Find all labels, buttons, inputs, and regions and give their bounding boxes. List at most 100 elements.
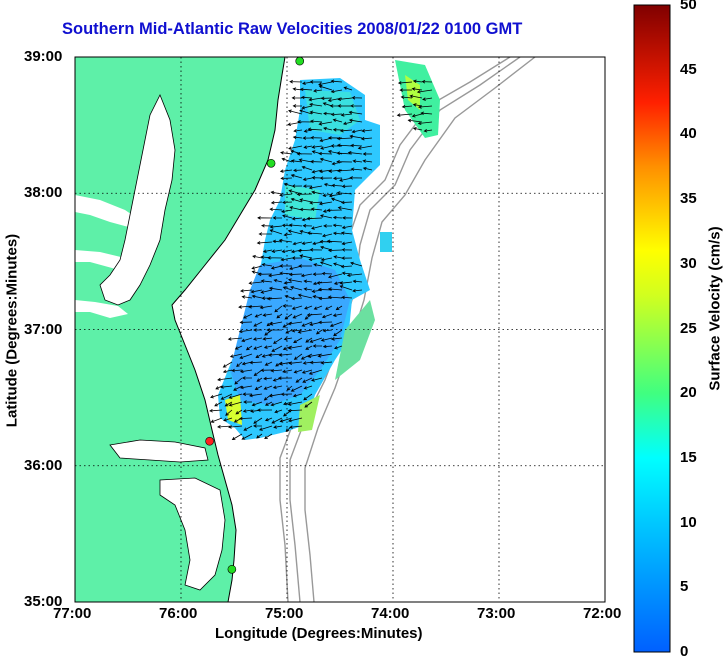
velocity-arrow [401, 104, 413, 109]
velocity-arrow [288, 361, 303, 365]
velocity-arrow [251, 294, 263, 299]
velocity-arrow [283, 182, 293, 187]
velocity-arrow [280, 392, 293, 397]
velocity-arrow [333, 255, 343, 259]
y-tick-label: 37:00 [24, 320, 63, 338]
velocity-arrow [253, 328, 263, 332]
velocity-arrow [306, 231, 323, 235]
velocity-arrow [288, 223, 303, 227]
velocity-arrow [276, 313, 283, 319]
velocity-arrow [239, 320, 253, 325]
velocity-arrow [264, 329, 273, 336]
velocity-arrow [333, 329, 343, 337]
x-tick-label: 74:00 [371, 605, 410, 622]
velocity-arrow [302, 361, 313, 365]
velocity-arrow [273, 425, 283, 429]
velocity-arrow [269, 207, 283, 212]
velocity-arrow [301, 321, 313, 327]
velocity-arrow [339, 128, 353, 133]
velocity-arrow [287, 321, 303, 326]
velocity-arrow [253, 321, 263, 327]
velocity-arrow [214, 401, 223, 407]
velocity-arrow [264, 361, 273, 366]
velocity-arrow [337, 104, 353, 108]
velocity-arrow [263, 376, 273, 381]
velocity-arrow [296, 192, 313, 197]
velocity-arrow [258, 232, 273, 236]
velocity-arrow [291, 305, 303, 310]
velocity-arrow [268, 353, 283, 357]
velocity-arrow [349, 176, 363, 180]
velocity-arrow [310, 135, 323, 140]
x-tick-label: 77:00 [53, 605, 92, 622]
velocity-arrow [267, 256, 283, 260]
velocity-arrow [289, 425, 303, 429]
velocity-arrow [242, 392, 253, 396]
velocity-arrow [253, 369, 263, 377]
velocity-arrow [291, 216, 303, 221]
velocity-arrow [250, 289, 263, 294]
station-marker [266, 158, 276, 168]
velocity-arrow [257, 408, 273, 412]
velocity-arrow [282, 369, 293, 374]
velocity-arrow [222, 361, 233, 368]
velocity-arrow [291, 296, 303, 301]
velocity-arrow [303, 145, 313, 149]
velocity-arrow [324, 305, 333, 310]
velocity-arrow [235, 409, 243, 415]
velocity-arrow [288, 189, 303, 195]
x-tick-label: 76:00 [159, 605, 198, 622]
velocity-arrow [303, 393, 313, 401]
velocity-arrow [249, 360, 263, 365]
velocity-arrow [303, 287, 313, 291]
velocity-arrow [210, 393, 223, 399]
velocity-arrow [339, 281, 353, 285]
velocity-arrow [239, 385, 253, 390]
velocity-arrow [348, 110, 363, 115]
velocity-arrow [332, 223, 343, 228]
velocity-arrow [350, 261, 363, 267]
velocity-arrow [288, 417, 303, 423]
velocity-arrow [319, 214, 333, 219]
potomac-river [75, 195, 140, 228]
velocity-arrow [264, 417, 273, 422]
velocity-arrow [279, 417, 293, 423]
velocity-arrow [257, 216, 273, 220]
velocity-arrow [320, 257, 333, 262]
velocity-arrow [311, 169, 323, 174]
velocity-arrow [299, 254, 313, 259]
velocity-arrow [260, 289, 273, 294]
velocity-arrow [239, 353, 253, 359]
velocity-arrow [308, 257, 323, 262]
velocity-arrow [306, 216, 323, 221]
velocity-arrow [290, 174, 303, 179]
velocity-arrow [350, 143, 363, 148]
colorbar-tick-label: 40 [680, 125, 697, 143]
velocity-arrow [352, 279, 363, 284]
velocity-arrow [287, 408, 303, 413]
velocity-arrow [330, 112, 343, 117]
velocity-arrow [305, 337, 313, 343]
velocity-arrow [301, 165, 313, 171]
velocity-arrow [282, 200, 293, 205]
velocity-arrow [217, 377, 233, 382]
velocity-arrow [307, 353, 323, 358]
velocity-arrow [321, 313, 333, 319]
velocity-arrow [341, 225, 353, 230]
velocity-arrow [261, 296, 273, 300]
velocity-arrow [397, 81, 413, 85]
velocity-arrow [313, 263, 323, 267]
velocity-arrow [339, 177, 353, 182]
velocity-arrow [299, 87, 313, 92]
velocity-arrow [248, 393, 263, 398]
velocity-arrow [292, 135, 303, 140]
velocity-arrow [330, 89, 343, 94]
velocity-arrow [320, 361, 333, 365]
colorbar-tick-label: 30 [680, 254, 697, 272]
velocity-arrow [299, 207, 313, 212]
velocity-arrow [223, 417, 233, 422]
velocity-arrow [283, 337, 293, 341]
velocity-arrow [288, 109, 303, 115]
velocity-arrow [287, 229, 303, 235]
velocity-arrow [292, 87, 303, 91]
